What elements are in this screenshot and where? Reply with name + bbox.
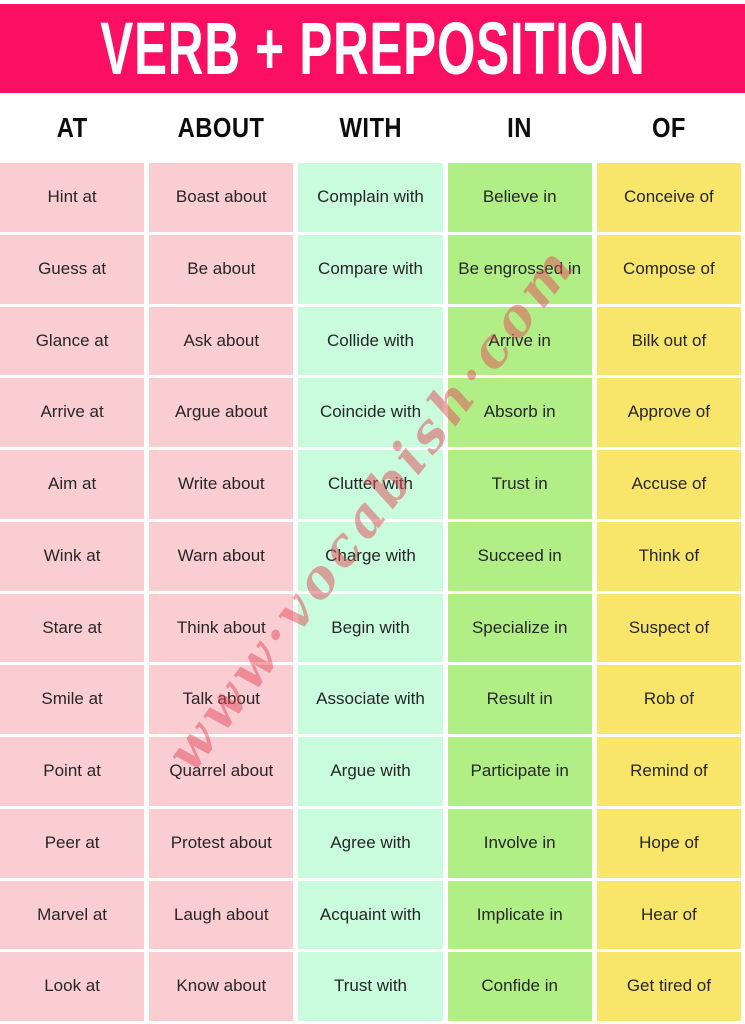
verb-cell-in-row-3: Arrive in bbox=[447, 306, 592, 376]
verb-cell-at-row-9: Point at bbox=[0, 737, 145, 806]
verb-cell-with-row-3: Collide with bbox=[298, 306, 443, 376]
title-banner: VERB + PREPOSITION bbox=[0, 4, 745, 93]
column-header-in: IN bbox=[448, 112, 592, 144]
verb-cell-in-row-12: Confide in bbox=[447, 952, 592, 1021]
verb-cell-of-row-10: Hope of bbox=[596, 808, 741, 878]
verb-cell-with-row-1: Complain with bbox=[298, 163, 443, 232]
verb-cell-at-row-11: Marvel at bbox=[0, 880, 145, 950]
verb-cell-with-row-5: Clutter with bbox=[298, 450, 443, 519]
verb-cell-at-row-1: Hint at bbox=[0, 163, 145, 232]
column-header-label: IN bbox=[507, 112, 533, 143]
verb-cell-at-row-2: Guess at bbox=[0, 234, 145, 304]
verb-cell-about-row-5: Write about bbox=[149, 450, 294, 519]
verb-cell-about-row-4: Argue about bbox=[149, 378, 294, 447]
verb-table: Hint at Boast about Complain with Believe i… bbox=[0, 163, 741, 1021]
verb-cell-with-row-10: Agree with bbox=[298, 808, 443, 878]
verb-cell-in-row-10: Involve in bbox=[447, 808, 592, 878]
verb-cell-in-row-2: Be engrossed in bbox=[447, 234, 592, 304]
column-header-label: ABOUT bbox=[177, 112, 265, 143]
verb-cell-about-row-6: Warn about bbox=[149, 521, 294, 591]
verb-cell-of-row-5: Accuse of bbox=[596, 450, 741, 519]
verb-cell-with-row-6: Charge with bbox=[298, 521, 443, 591]
verb-cell-about-row-9: Quarrel about bbox=[149, 737, 294, 806]
verb-cell-in-row-9: Participate in bbox=[447, 737, 592, 806]
verb-cell-of-row-3: Bilk out of bbox=[596, 306, 741, 376]
verb-cell-with-row-4: Coincide with bbox=[298, 378, 443, 447]
verb-cell-of-row-12: Get tired of bbox=[596, 952, 741, 1021]
column-header-with: WITH bbox=[298, 112, 442, 144]
verb-cell-at-row-7: Stare at bbox=[0, 593, 145, 663]
verb-cell-about-row-11: Laugh about bbox=[149, 880, 294, 950]
verb-cell-at-row-8: Smile at bbox=[0, 665, 145, 734]
verb-cell-about-row-1: Boast about bbox=[149, 163, 294, 232]
verb-cell-with-row-8: Associate with bbox=[298, 665, 443, 734]
verb-cell-with-row-12: Trust with bbox=[298, 952, 443, 1021]
column-header-label: AT bbox=[56, 112, 88, 143]
verb-cell-at-row-4: Arrive at bbox=[0, 378, 145, 447]
verb-cell-of-row-2: Compose of bbox=[596, 234, 741, 304]
verb-cell-about-row-12: Know about bbox=[149, 952, 294, 1021]
verb-cell-at-row-12: Look at bbox=[0, 952, 145, 1021]
verb-cell-in-row-8: Result in bbox=[447, 665, 592, 734]
verb-cell-with-row-11: Acquaint with bbox=[298, 880, 443, 950]
column-header-of: OF bbox=[597, 112, 741, 144]
column-header-about: ABOUT bbox=[149, 112, 293, 144]
verb-cell-in-row-1: Believe in bbox=[447, 163, 592, 232]
verb-cell-at-row-10: Peer at bbox=[0, 808, 145, 878]
verb-cell-of-row-9: Remind of bbox=[596, 737, 741, 806]
verb-cell-in-row-6: Succeed in bbox=[447, 521, 592, 591]
verb-cell-with-row-9: Argue with bbox=[298, 737, 443, 806]
verb-cell-about-row-7: Think about bbox=[149, 593, 294, 663]
column-header-at: AT bbox=[0, 112, 144, 144]
verb-cell-about-row-3: Ask about bbox=[149, 306, 294, 376]
verb-cell-of-row-8: Rob of bbox=[596, 665, 741, 734]
column-header-label: WITH bbox=[339, 112, 402, 143]
verb-cell-in-row-11: Implicate in bbox=[447, 880, 592, 950]
verb-cell-at-row-6: Wink at bbox=[0, 521, 145, 591]
verb-cell-of-row-11: Hear of bbox=[596, 880, 741, 950]
verb-cell-of-row-4: Approve of bbox=[596, 378, 741, 447]
verb-cell-in-row-7: Specialize in bbox=[447, 593, 592, 663]
verb-cell-of-row-6: Think of bbox=[596, 521, 741, 591]
verb-cell-with-row-2: Compare with bbox=[298, 234, 443, 304]
verb-cell-about-row-8: Talk about bbox=[149, 665, 294, 734]
verb-cell-of-row-7: Suspect of bbox=[596, 593, 741, 663]
verb-cell-at-row-3: Glance at bbox=[0, 306, 145, 376]
column-header-row: AT ABOUT WITH IN OF bbox=[0, 93, 741, 163]
verb-cell-about-row-2: Be about bbox=[149, 234, 294, 304]
verb-cell-in-row-5: Trust in bbox=[447, 450, 592, 519]
verb-cell-of-row-1: Conceive of bbox=[596, 163, 741, 232]
verb-cell-with-row-7: Begin with bbox=[298, 593, 443, 663]
verb-cell-at-row-5: Aim at bbox=[0, 450, 145, 519]
page-title: VERB + PREPOSITION bbox=[99, 6, 646, 90]
verb-cell-in-row-4: Absorb in bbox=[447, 378, 592, 447]
verb-cell-about-row-10: Protest about bbox=[149, 808, 294, 878]
column-header-label: OF bbox=[651, 112, 686, 143]
